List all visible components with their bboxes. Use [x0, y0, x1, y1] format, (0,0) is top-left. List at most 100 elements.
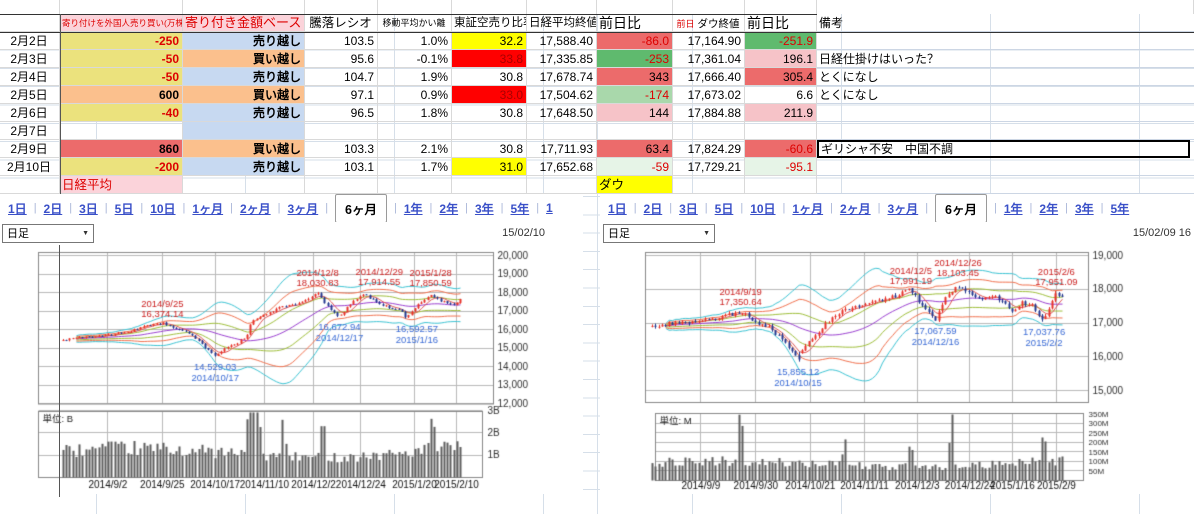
- cell-short_ratio[interactable]: [452, 122, 527, 140]
- cell-ma_dev[interactable]: 1.0%: [378, 32, 452, 50]
- cell-nikkei_close[interactable]: 17,652.68: [527, 158, 597, 176]
- tab-1年[interactable]: 1年: [403, 201, 423, 216]
- cell-date[interactable]: 2月7日: [0, 122, 60, 140]
- tab-10日[interactable]: 10日: [750, 201, 776, 216]
- cell-nikkei_chg[interactable]: -86.0: [597, 32, 673, 50]
- cell-note[interactable]: 日経仕掛けはいった？: [817, 50, 1194, 68]
- cell-nikkei_chg[interactable]: 343: [597, 68, 673, 86]
- cell-basis[interactable]: 売り越し: [183, 158, 305, 176]
- cell-dow_close[interactable]: 17,884.88: [673, 104, 745, 122]
- tab-5年[interactable]: 5年: [510, 201, 530, 216]
- cell-dow_chg[interactable]: 196.1: [745, 50, 817, 68]
- tab-5年[interactable]: 5年: [1110, 201, 1130, 216]
- cell-ma_dev[interactable]: [378, 122, 452, 140]
- cell-foreign[interactable]: -50: [60, 68, 183, 86]
- empty-cell[interactable]: [527, 176, 597, 194]
- tab-2日[interactable]: 2日: [643, 201, 663, 216]
- cell-dow_close[interactable]: 17,666.40: [673, 68, 745, 86]
- cell-note[interactable]: [817, 158, 1194, 176]
- cell-ratio[interactable]: 103.5: [305, 32, 378, 50]
- tab-3ヶ月[interactable]: 3ヶ月: [287, 201, 319, 216]
- empty-cell[interactable]: [378, 0, 452, 14]
- cell-nikkei_chg[interactable]: 63.4: [597, 140, 673, 158]
- empty-cell[interactable]: [183, 176, 305, 194]
- empty-cell[interactable]: [745, 0, 817, 14]
- empty-cell[interactable]: [305, 176, 378, 194]
- tab-1日[interactable]: 1日: [608, 201, 627, 216]
- cell-foreign[interactable]: -200: [60, 158, 183, 176]
- cell-foreign[interactable]: -250: [60, 32, 183, 50]
- tab-10日[interactable]: 10日: [150, 201, 176, 216]
- tab-3日[interactable]: 3日: [679, 201, 698, 216]
- empty-cell[interactable]: [452, 0, 527, 14]
- cell-basis[interactable]: 売り越し: [183, 32, 305, 50]
- cell-nikkei_close[interactable]: [527, 122, 597, 140]
- cell-dow_chg[interactable]: 211.9: [745, 104, 817, 122]
- tab-5日[interactable]: 5日: [114, 201, 134, 216]
- cell-ma_dev[interactable]: 1.7%: [378, 158, 452, 176]
- cell-note[interactable]: とくになし: [817, 86, 1194, 104]
- cell-date[interactable]: 2月2日: [0, 32, 60, 50]
- cell-ma_dev[interactable]: 1.9%: [378, 68, 452, 86]
- cell-nikkei_close[interactable]: 17,335.85: [527, 50, 597, 68]
- tab-3年[interactable]: 3年: [474, 201, 494, 216]
- tab-3日[interactable]: 3日: [79, 201, 98, 216]
- empty-cell[interactable]: [452, 176, 527, 194]
- cell-note[interactable]: とくになし: [817, 68, 1194, 86]
- cell-short_ratio[interactable]: 33.0: [452, 86, 527, 104]
- cell-ma_dev[interactable]: 2.1%: [378, 140, 452, 158]
- cell-basis[interactable]: 買い越し: [183, 50, 305, 68]
- cell-ratio[interactable]: 96.5: [305, 104, 378, 122]
- cell-nikkei_close[interactable]: 17,648.50: [527, 104, 597, 122]
- cell-note[interactable]: [817, 122, 1194, 140]
- cell-note[interactable]: [817, 104, 1194, 122]
- empty-cell[interactable]: [60, 0, 183, 14]
- cell-date[interactable]: 2月9日: [0, 140, 60, 158]
- nikkei-interval-dropdown[interactable]: 日足 ▼: [2, 223, 94, 243]
- nikkei-section-label[interactable]: 日経平均: [60, 176, 183, 194]
- empty-cell[interactable]: [0, 0, 60, 14]
- cell-foreign[interactable]: -50: [60, 50, 183, 68]
- cell-short_ratio[interactable]: 30.8: [452, 104, 527, 122]
- cell-ma_dev[interactable]: -0.1%: [378, 50, 452, 68]
- cell-date[interactable]: 2月5日: [0, 86, 60, 104]
- tab-2ヶ月[interactable]: 2ヶ月: [839, 201, 871, 216]
- cell-nikkei_close[interactable]: 17,711.93: [527, 140, 597, 158]
- cell-short_ratio[interactable]: 31.0: [452, 158, 527, 176]
- tab-2年[interactable]: 2年: [439, 201, 459, 216]
- cell-dow_chg[interactable]: 6.6: [745, 86, 817, 104]
- tab-3ヶ月[interactable]: 3ヶ月: [887, 201, 919, 216]
- cell-basis[interactable]: 買い越し: [183, 86, 305, 104]
- tab-2ヶ月[interactable]: 2ヶ月: [239, 201, 271, 216]
- cell-nikkei_chg[interactable]: [597, 122, 673, 140]
- cell-date[interactable]: 2月6日: [0, 104, 60, 122]
- tab-6ヶ月[interactable]: 6ヶ月: [335, 194, 387, 222]
- tab-1年[interactable]: 1年: [1003, 201, 1023, 216]
- cell-short_ratio[interactable]: 32.2: [452, 32, 527, 50]
- tab-6ヶ月[interactable]: 6ヶ月: [935, 194, 987, 222]
- cell-basis[interactable]: 売り越し: [183, 68, 305, 86]
- cell-ratio[interactable]: [305, 122, 378, 140]
- cell-short_ratio[interactable]: 30.8: [452, 68, 527, 86]
- cell-nikkei_chg[interactable]: -253: [597, 50, 673, 68]
- cell-dow_chg[interactable]: 305.4: [745, 68, 817, 86]
- cell-short_ratio[interactable]: 30.8: [452, 140, 527, 158]
- cell-ratio[interactable]: 103.1: [305, 158, 378, 176]
- cell-nikkei_close[interactable]: 17,678.74: [527, 68, 597, 86]
- cell-dow_close[interactable]: [673, 122, 745, 140]
- cell-nikkei_chg[interactable]: -174: [597, 86, 673, 104]
- empty-cell[interactable]: [378, 176, 452, 194]
- empty-cell[interactable]: [0, 176, 60, 194]
- tab-1ヶ月[interactable]: 1ヶ月: [192, 201, 224, 216]
- cell-ratio[interactable]: 104.7: [305, 68, 378, 86]
- empty-cell[interactable]: [527, 0, 597, 14]
- tab-3年[interactable]: 3年: [1074, 201, 1094, 216]
- empty-cell[interactable]: [817, 176, 1194, 194]
- empty-cell[interactable]: [817, 0, 1194, 14]
- cell-ratio[interactable]: 97.1: [305, 86, 378, 104]
- dow-section-label[interactable]: ダウ: [597, 176, 673, 194]
- cell-basis[interactable]: [183, 122, 305, 140]
- cell-foreign[interactable]: 860: [60, 140, 183, 158]
- cell-ratio[interactable]: 95.6: [305, 50, 378, 68]
- cell-dow_close[interactable]: 17,824.29: [673, 140, 745, 158]
